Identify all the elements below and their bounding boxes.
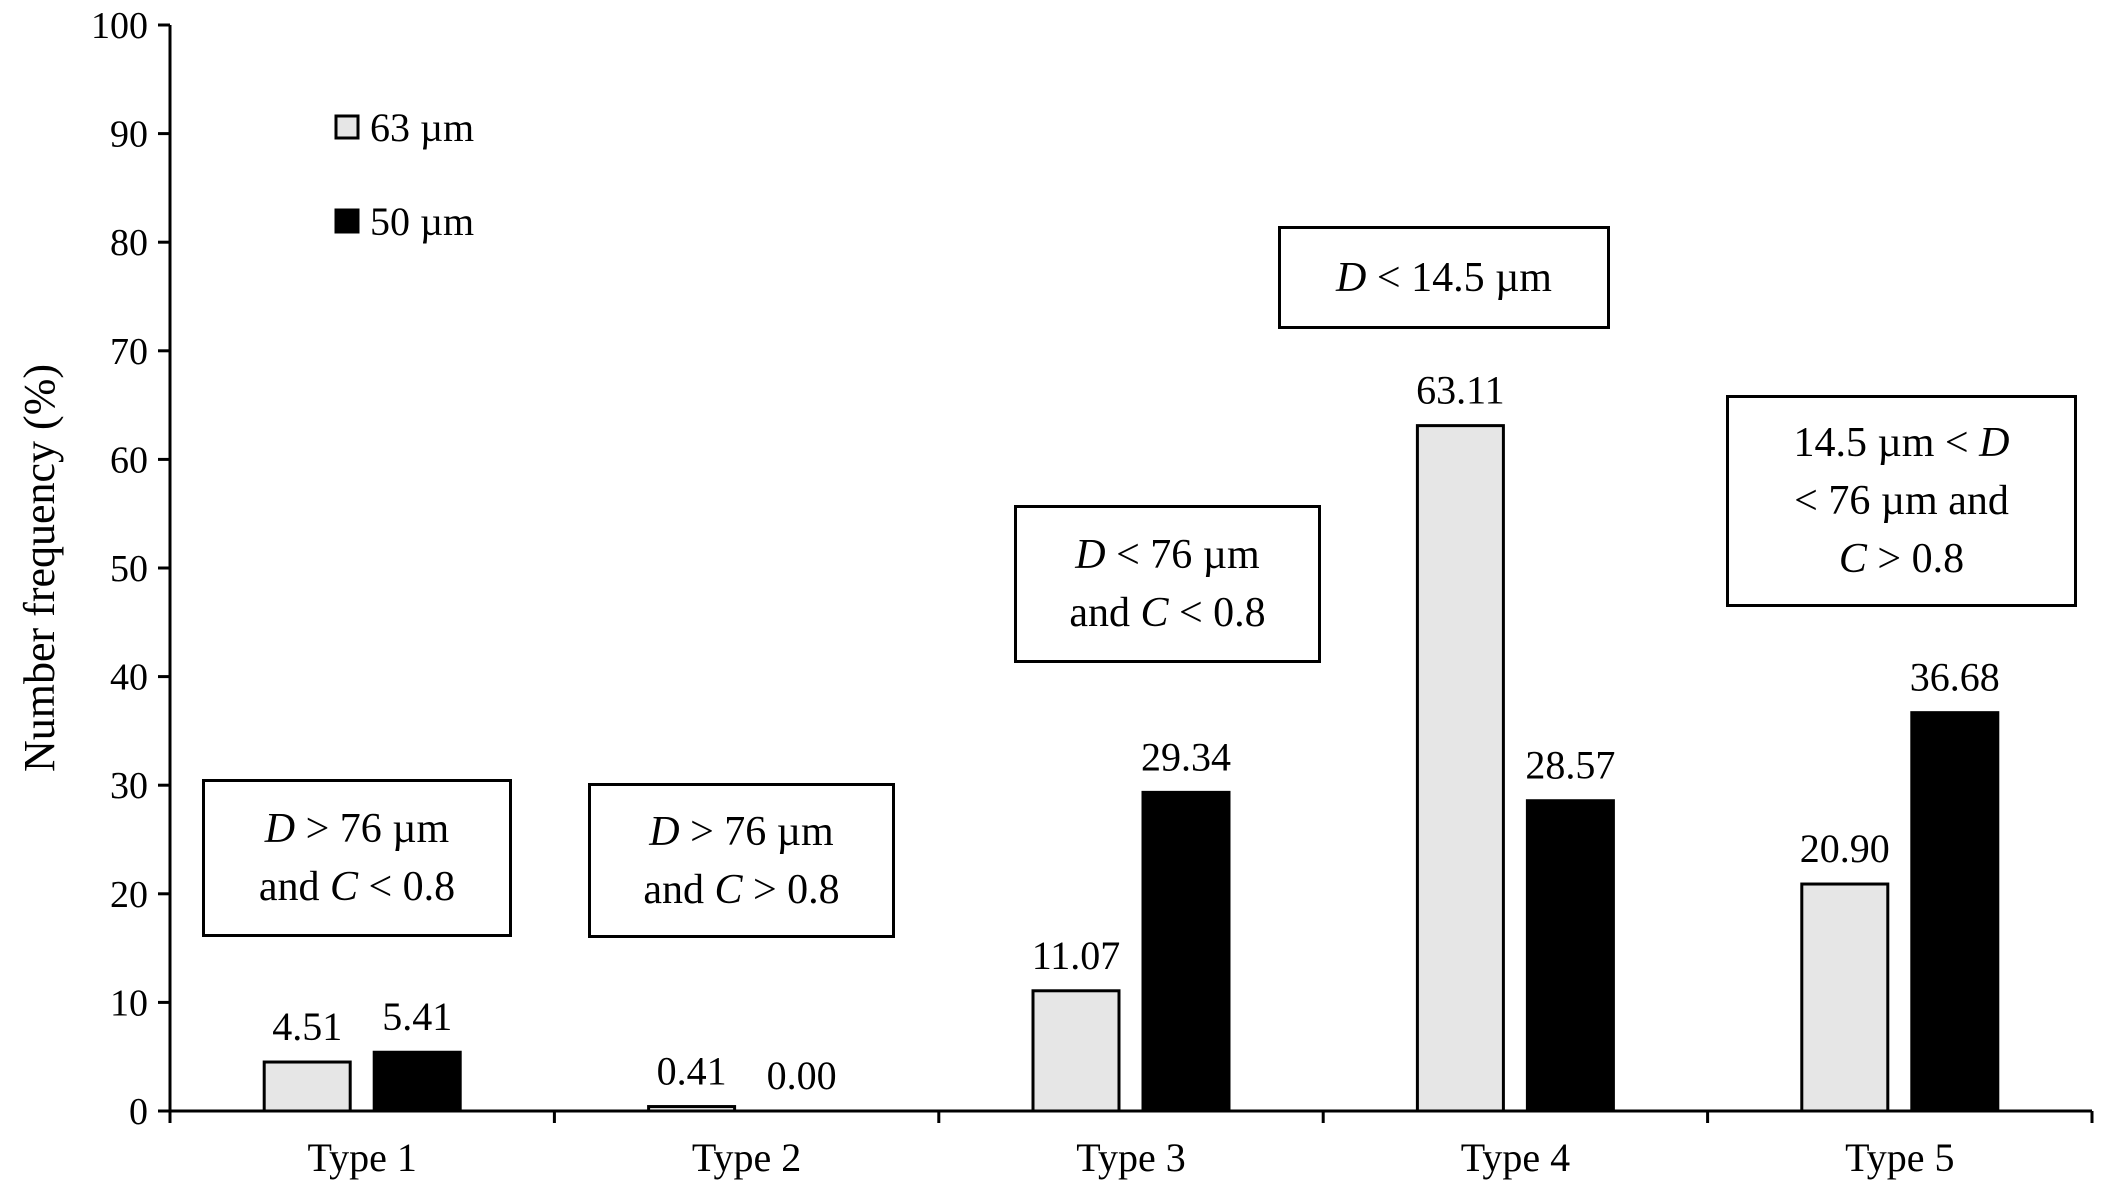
y-tick-label: 10 — [110, 982, 148, 1024]
annotation-type3-line2: < 0.8 — [1168, 590, 1266, 636]
x-tick-label: Type 3 — [1076, 1135, 1185, 1180]
y-tick-label: 60 — [110, 439, 148, 481]
y-tick-label: 30 — [110, 765, 148, 807]
data-label: 20.90 — [1800, 826, 1890, 871]
annotation-type5-var-c: C — [1838, 536, 1867, 582]
annotation-type3-var-d: D — [1075, 532, 1106, 578]
y-tick-label: 100 — [91, 5, 148, 47]
y-tick-label: 80 — [110, 222, 148, 264]
bar-63um — [1415, 424, 1505, 1113]
bar-63um — [262, 1060, 352, 1113]
y-tick-label: 70 — [110, 331, 148, 373]
legend-label: 50 µm — [370, 199, 474, 244]
annotation-type3: D < 76 µm and C < 0.8 — [1014, 505, 1321, 663]
data-label: 36.68 — [1910, 655, 2000, 700]
annotation-type2-line2: > 0.8 — [742, 866, 840, 913]
bar-50um — [1910, 711, 2000, 1113]
data-label: 0.00 — [767, 1053, 837, 1098]
annotation-type1: D > 76 µm and C < 0.8 — [202, 779, 512, 937]
x-tick-label: Type 4 — [1461, 1135, 1570, 1180]
chart-legend: 63 µm 50 µm — [334, 105, 474, 244]
data-label: 29.34 — [1141, 734, 1231, 779]
bar-50um — [1525, 799, 1615, 1113]
annotation-type4: D < 14.5 µm — [1278, 226, 1610, 329]
annotation-type5: 14.5 µm < D < 76 µm and C > 0.8 — [1726, 395, 2077, 607]
chart-axes: 0 10 20 30 40 50 60 70 80 90 100 Number frequency (… — [15, 5, 2094, 1133]
chart-bars — [262, 424, 2000, 1113]
data-label: 63.11 — [1416, 368, 1505, 413]
legend-label: 63 µm — [370, 105, 474, 150]
data-label: 5.41 — [382, 994, 452, 1039]
bar-63um — [647, 1105, 737, 1113]
annotation-type2-var-c: C — [714, 866, 743, 913]
y-tick-label: 20 — [110, 874, 148, 916]
x-tick-label: Type 2 — [692, 1135, 801, 1180]
annotation-type4-line1: < 14.5 µm — [1366, 254, 1552, 301]
bar-50um — [1141, 790, 1231, 1113]
data-label: 28.57 — [1525, 743, 1615, 788]
annotation-type5-line3: > 0.8 — [1866, 536, 1965, 582]
y-tick-label: 90 — [110, 114, 148, 156]
y-axis-title: Number frequency (%) — [15, 364, 64, 772]
data-label: 0.41 — [657, 1049, 727, 1094]
bar-63um — [1800, 882, 1890, 1113]
legend-swatch — [334, 208, 360, 234]
annotation-type5-line2: < 76 µm and — [1794, 478, 2009, 524]
annotation-type4-var-d: D — [1336, 254, 1367, 301]
y-tick-label: 50 — [110, 548, 148, 590]
bar-63um — [1031, 989, 1121, 1113]
annotation-type1-line2-pre: and — [258, 864, 330, 910]
bar-50um — [372, 1050, 462, 1113]
x-tick-label: Type 5 — [1845, 1135, 1954, 1180]
y-tick-label: 0 — [129, 1091, 148, 1133]
annotation-type1-var-c: C — [329, 864, 358, 910]
data-label: 4.51 — [272, 1004, 342, 1049]
annotation-type3-line1: < 76 µm — [1105, 532, 1260, 578]
legend-swatch — [334, 114, 360, 140]
annotation-type2: D > 76 µm and C > 0.8 — [588, 783, 895, 938]
annotation-type5-line1-pre: 14.5 µm < — [1793, 420, 1980, 466]
annotation-type2-line2-pre: and — [643, 866, 715, 913]
annotation-type5-var-d: D — [1979, 420, 2010, 466]
chart-labels: Type 1 4.51 5.41 Type 2 0.41 0.00 Type 3 11.07 2… — [272, 368, 2000, 1180]
annotation-type2-line1: > 76 µm — [679, 808, 834, 855]
annotation-type1-line1: > 76 µm — [295, 806, 450, 852]
x-tick-label: Type 1 — [307, 1135, 416, 1180]
annotation-type2-var-d: D — [649, 808, 680, 855]
annotation-type3-line2-pre: and — [1069, 590, 1141, 636]
annotation-type3-var-c: C — [1140, 590, 1169, 636]
annotation-type1-var-d: D — [264, 806, 296, 852]
y-tick-label: 40 — [110, 657, 148, 699]
annotation-type1-line2: < 0.8 — [357, 864, 456, 910]
data-label: 11.07 — [1032, 933, 1121, 978]
